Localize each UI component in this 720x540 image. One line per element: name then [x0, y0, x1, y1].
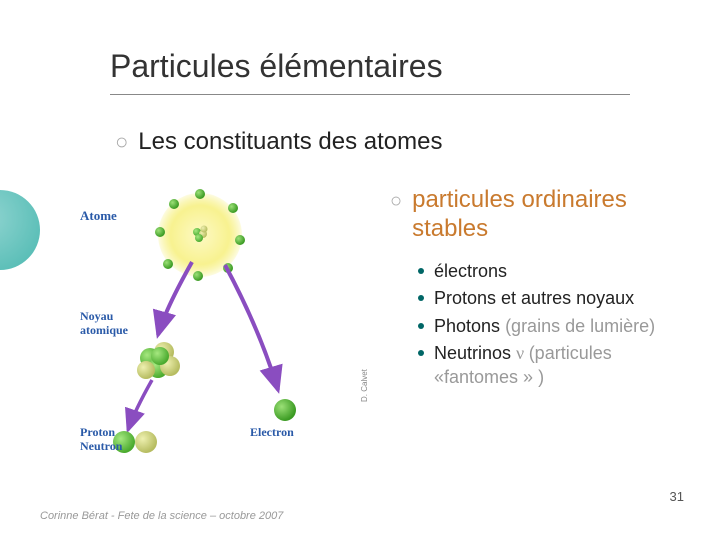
- bullet-protons: Protons et autres noyaux: [434, 287, 634, 310]
- label-electron: Electron: [250, 425, 294, 439]
- footer-text: Corinne Bérat - Fete de la science – oct…: [40, 510, 283, 522]
- arrow-to-electron: [225, 265, 278, 390]
- page-title: Particules élémentaires: [110, 48, 443, 85]
- slide-decoration-circle: [0, 190, 40, 270]
- open-circle-bullet-icon: ○: [115, 131, 128, 153]
- bullet-photons-a: Photons: [434, 316, 505, 336]
- label-noyau-1: Noyau: [80, 309, 114, 323]
- arrow-to-nucleus: [158, 262, 192, 335]
- dot-bullet-icon: [418, 350, 424, 356]
- nu-symbol-icon: ν: [516, 343, 529, 363]
- open-circle-bullet-icon: ○: [390, 191, 402, 211]
- arrow-to-nucleons: [128, 380, 152, 430]
- bullet-electrons: électrons: [434, 260, 507, 283]
- dot-bullet-icon: [418, 268, 424, 274]
- diagram-attribution: D. Calvet: [360, 369, 369, 402]
- label-proton: Proton: [80, 425, 115, 439]
- list-item: Protons et autres noyaux: [418, 287, 698, 310]
- list-item: électrons: [418, 260, 698, 283]
- label-atome: Atome: [80, 208, 117, 223]
- subheading: ○ particules ordinaires stables: [390, 186, 627, 244]
- label-noyau-2: atomique: [80, 323, 129, 337]
- electron-icon: [274, 399, 296, 421]
- title-underline: [110, 94, 630, 95]
- list-item: Photons (grains de lumière): [418, 315, 698, 338]
- bullet-neutrinos: Neutrinos ν (particules «fantomes » ): [434, 342, 698, 389]
- dot-bullet-icon: [418, 295, 424, 301]
- subheading-text-wrap: particules ordinaires stables: [412, 186, 627, 244]
- main-bullet-text: Les constituants des atomes: [138, 128, 442, 156]
- main-bullet: ○ Les constituants des atomes: [115, 128, 442, 156]
- neutron-icon: [135, 431, 157, 453]
- subheading-line1: particules ordinaires: [412, 186, 627, 215]
- bullet-photons: Photons (grains de lumière): [434, 315, 655, 338]
- nucleus-closeup: [137, 342, 180, 379]
- bullet-neutrinos-a: Neutrinos: [434, 343, 516, 363]
- bullet-list: électrons Protons et autres noyaux Photo…: [418, 260, 698, 393]
- label-neutron: Neutron: [80, 439, 123, 453]
- atom-diagram: Atome Noyau atomique Proton Neutron Elec…: [80, 180, 380, 460]
- subheading-line2: stables: [412, 215, 627, 244]
- bullet-photons-b: (grains de lumière): [505, 316, 655, 336]
- atom-whole: [155, 189, 245, 281]
- title-area: Particules élémentaires: [110, 48, 443, 85]
- list-item: Neutrinos ν (particules «fantomes » ): [418, 342, 698, 389]
- page-number: 31: [670, 489, 684, 504]
- dot-bullet-icon: [418, 323, 424, 329]
